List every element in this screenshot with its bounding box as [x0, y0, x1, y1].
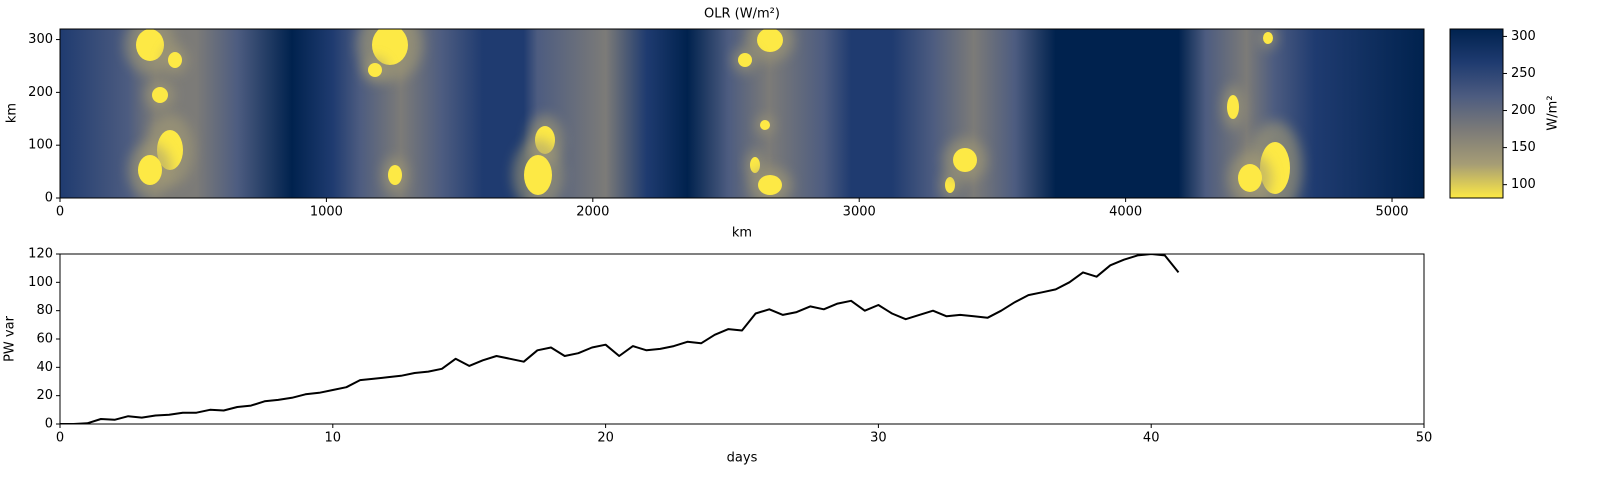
- x-tick-label: 0: [56, 205, 64, 220]
- convective-cell: [152, 87, 168, 103]
- convective-cell: [372, 29, 408, 65]
- x-tick-label: 0: [56, 431, 64, 446]
- x-tick-label: 3000: [843, 205, 876, 220]
- y-axis-label: PW var: [3, 315, 18, 361]
- heatmap-image: [60, 29, 1424, 198]
- y-tick-label: 40: [36, 360, 53, 375]
- y-tick-label: 100: [28, 275, 53, 290]
- colorbar: [1449, 28, 1504, 199]
- y-tick-label: 60: [36, 332, 53, 347]
- convective-cell: [138, 155, 162, 185]
- x-axis-label: km: [732, 226, 752, 241]
- line-series: [60, 254, 1180, 424]
- x-tick-label: 1000: [310, 205, 343, 220]
- convective-cell: [136, 29, 164, 61]
- plot-frame: [59, 28, 1425, 199]
- x-tick-label: 4000: [1109, 205, 1142, 220]
- convective-cell: [1227, 95, 1239, 119]
- convective-cell: [758, 175, 782, 195]
- y-axis-label: km: [5, 103, 20, 123]
- chart-title: OLR (W/m²): [704, 7, 780, 22]
- convective-cell: [1238, 164, 1262, 192]
- colorbar-label: W/m²: [1546, 95, 1561, 130]
- convective-cell: [368, 63, 382, 77]
- colorbar-tick-label: 300: [1511, 29, 1536, 44]
- x-tick-label: 50: [1416, 431, 1433, 446]
- x-tick-label: 2000: [576, 205, 609, 220]
- convective-cell: [524, 155, 552, 195]
- convective-cell: [750, 157, 760, 173]
- y-tick-label: 300: [28, 32, 53, 47]
- colorbar-tick-label: 200: [1511, 103, 1536, 118]
- convective-cell: [1263, 32, 1273, 44]
- x-tick-label: 10: [325, 431, 342, 446]
- convective-cell: [757, 29, 783, 52]
- x-axis-label: days: [727, 451, 758, 466]
- y-tick-label: 0: [45, 191, 53, 206]
- y-tick-label: 80: [36, 303, 53, 318]
- colorbar-tick-label: 150: [1511, 140, 1536, 155]
- y-tick-label: 20: [36, 388, 53, 403]
- x-tick-label: 30: [870, 431, 887, 446]
- y-tick-label: 100: [28, 138, 53, 153]
- convective-cell: [760, 120, 770, 130]
- convective-cell: [945, 177, 955, 193]
- x-tick-label: 5000: [1375, 205, 1408, 220]
- y-tick-label: 200: [28, 85, 53, 100]
- plot-frame: [59, 253, 1425, 425]
- convective-cell: [168, 52, 182, 68]
- y-tick-label: 120: [28, 247, 53, 262]
- colorbar-tick-label: 100: [1511, 177, 1536, 192]
- convective-cell: [738, 53, 752, 67]
- x-tick-label: 20: [597, 431, 614, 446]
- x-tick-label: 40: [1143, 431, 1160, 446]
- convective-cell: [953, 148, 977, 172]
- colorbar-tick-label: 250: [1511, 66, 1536, 81]
- y-tick-label: 0: [45, 417, 53, 432]
- convective-cell: [388, 165, 402, 185]
